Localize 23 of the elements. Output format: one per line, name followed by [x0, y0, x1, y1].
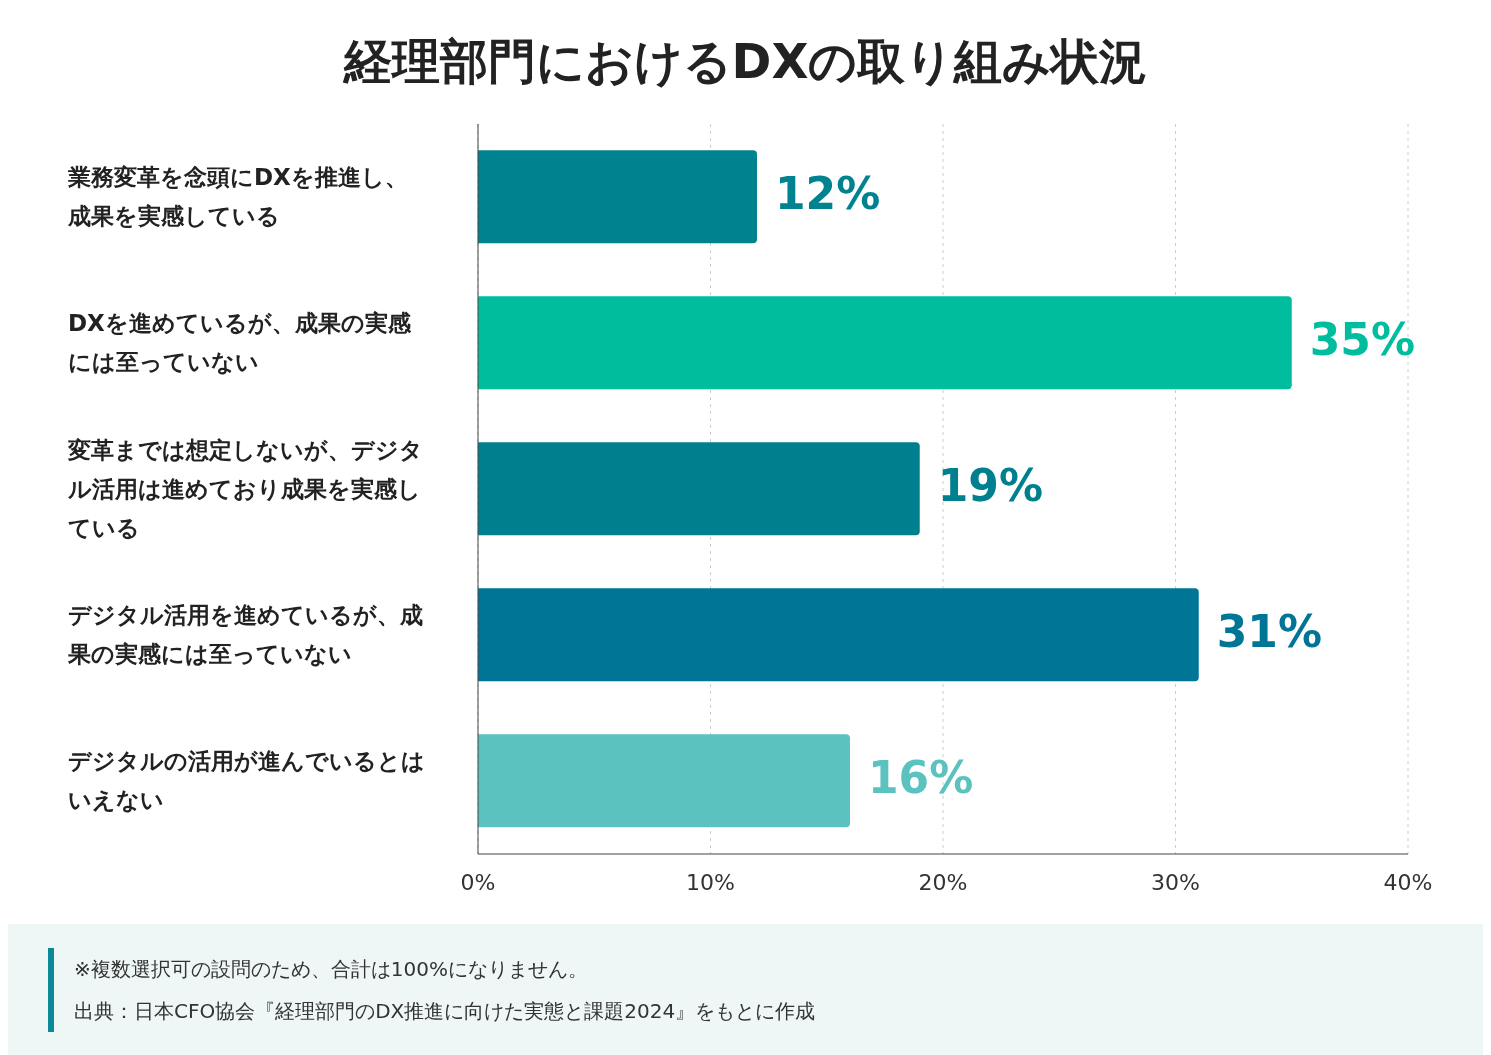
bar [478, 442, 920, 536]
chart-title: 経理部門におけるDXの取り組み状況 [342, 32, 1149, 91]
bar [478, 150, 757, 244]
y-tick-label: DXを進めているが、成果の実感には至っていない [68, 309, 412, 377]
x-tick-label: 10% [686, 869, 735, 895]
bar [478, 296, 1292, 390]
x-tick-label: 40% [1383, 869, 1433, 895]
y-tick-label: デジタルの活用が進んでいるとはいえない [68, 747, 426, 815]
data-label: 31% [1216, 605, 1323, 657]
y-tick-label: 業務変革を念頭にDXを推進し、成果を実感している [68, 163, 409, 231]
text: ※複数選択可の設問のため、合計は100%になりません。 [74, 956, 589, 983]
bar [478, 588, 1199, 682]
data-label: 16% [868, 751, 974, 803]
x-tick-label: 20% [918, 869, 968, 895]
bar [478, 734, 850, 828]
y-tick-label: 変革までは想定しないが、デジタル活用は進めており成果を実感している [68, 435, 424, 543]
y-tick-label: デジタル活用を進めているが、成果の実感には至っていない [68, 601, 424, 669]
x-tick-label: 30% [1151, 869, 1200, 895]
x-tick-label: 0% [460, 869, 496, 895]
data-label: 35% [1309, 313, 1416, 365]
source-note: 出典：日本CFO協会『経理部門のDX推進に向けた実態と課題2024』をもとに作成 [74, 998, 817, 1025]
data-label: 12% [775, 167, 881, 219]
data-label: 19% [937, 459, 1044, 511]
